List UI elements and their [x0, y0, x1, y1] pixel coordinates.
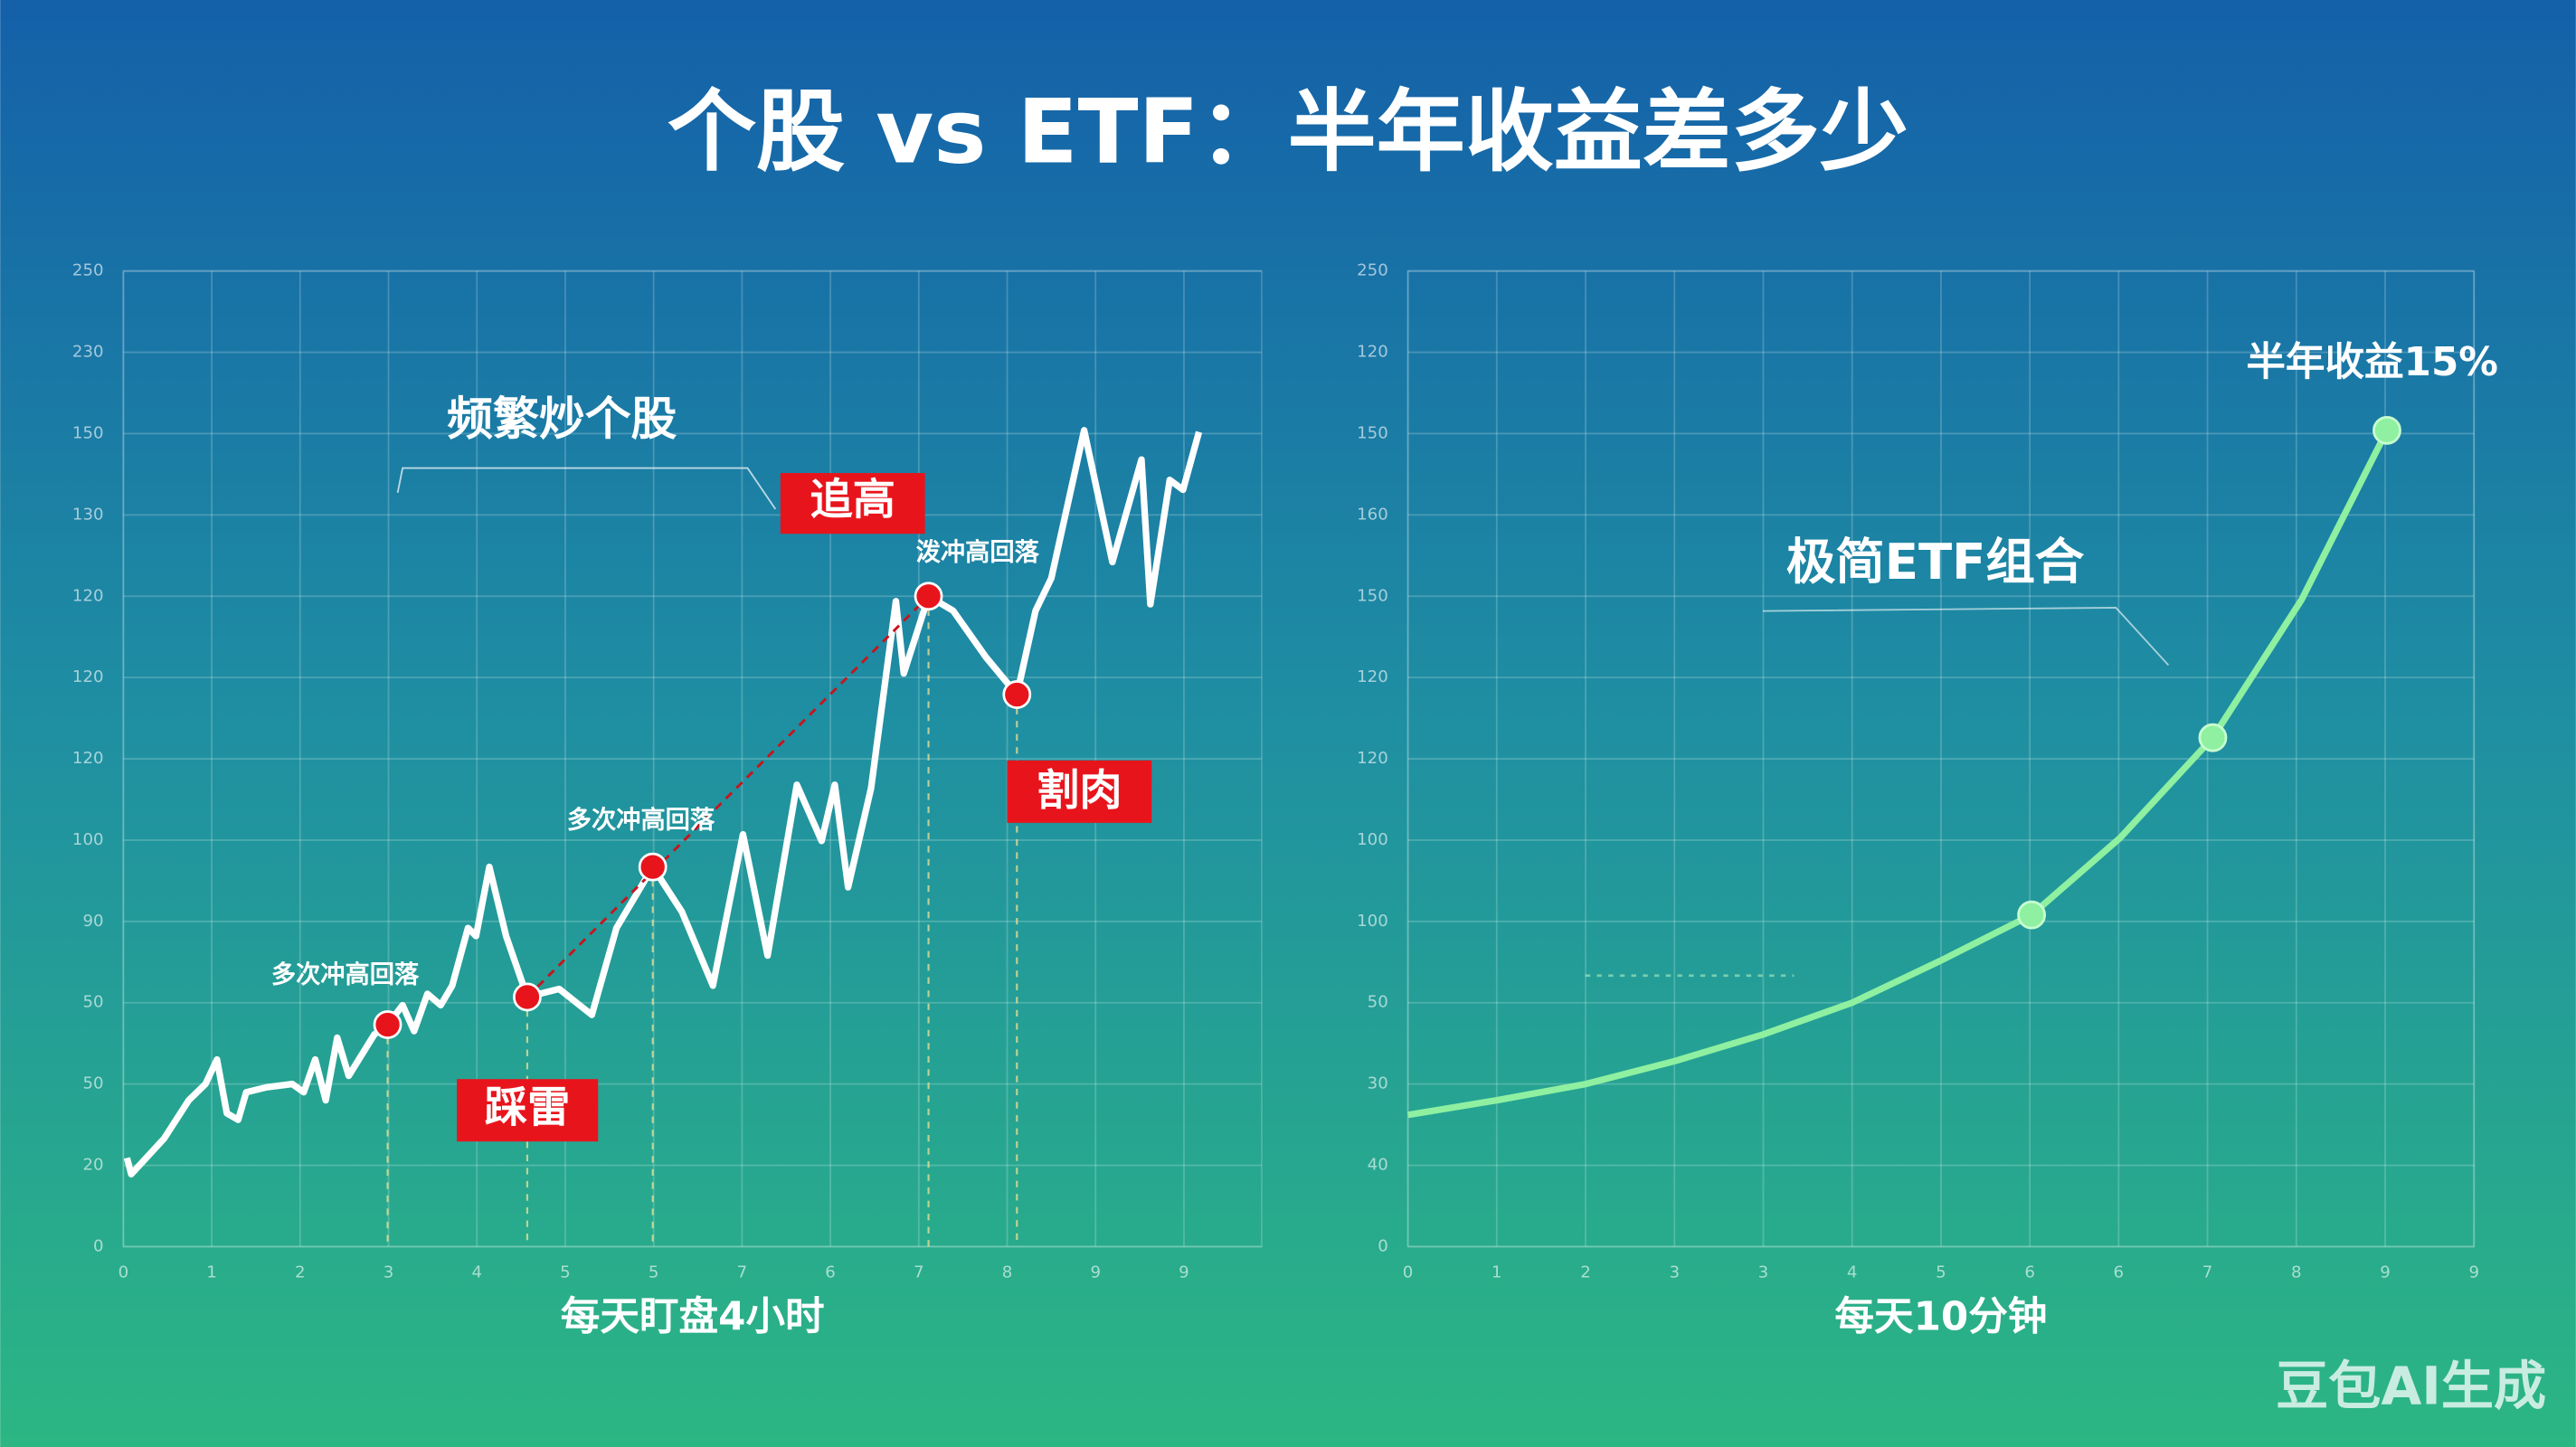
y-tick-label: 50	[82, 993, 103, 1012]
title: 个股 vs ETF：半年收益差多少	[668, 80, 1908, 184]
x-axis-label: 每天10分钟	[1834, 1294, 2047, 1339]
y-tick-label: 50	[1368, 993, 1388, 1012]
y-tick-label: 100	[1357, 830, 1388, 849]
y-tick-label: 100	[72, 830, 104, 849]
y-tick-label: 160	[1357, 505, 1388, 524]
y-tick-label: 150	[1357, 586, 1388, 605]
y-tick-label: 120	[72, 667, 104, 686]
y-tick-label: 20	[82, 1156, 103, 1175]
x-tick-label: 3	[1669, 1263, 1680, 1281]
y-tick-label: 0	[93, 1236, 104, 1255]
x-tick-label: 3	[384, 1263, 394, 1281]
trend-line	[526, 595, 930, 998]
annotation: 多次冲高回落	[567, 806, 715, 835]
annotation: 极简ETF组合	[1786, 533, 2085, 591]
annotation: 频繁炒个股	[447, 392, 677, 446]
marker	[2372, 415, 2401, 445]
annotation: 踩雷	[485, 1083, 570, 1133]
bracket	[1762, 607, 2170, 667]
annotation: 泼冲高回落	[916, 538, 1040, 567]
y-tick-label: 90	[82, 912, 103, 931]
y-tick-label: 120	[72, 749, 104, 768]
y-tick-label: 230	[72, 343, 104, 362]
annotation: 半年收益15%	[2246, 340, 2498, 385]
x-tick-label: 2	[295, 1263, 306, 1281]
x-tick-label: 5	[560, 1263, 571, 1281]
y-tick-label: 150	[72, 423, 104, 442]
watermark: 豆包AI生成	[2276, 1356, 2546, 1417]
annotation: 割肉	[1037, 766, 1122, 816]
x-tick-label: 4	[1847, 1263, 1858, 1281]
x-tick-label: 6	[2114, 1263, 2125, 1281]
annotation-box	[780, 473, 925, 534]
x-tick-label: 6	[2024, 1263, 2035, 1281]
x-tick-label: 5	[1936, 1263, 1946, 1281]
x-tick-label: 9	[2380, 1263, 2391, 1281]
x-tick-label: 2	[1580, 1263, 1591, 1281]
x-tick-label: 3	[1758, 1263, 1769, 1281]
x-tick-label: 9	[1179, 1263, 1189, 1281]
x-tick-label: 8	[1002, 1263, 1013, 1281]
plot-frame	[122, 270, 1263, 1248]
y-tick-label: 130	[72, 505, 104, 524]
x-tick-label: 1	[206, 1263, 217, 1281]
y-tick-label: 100	[1357, 912, 1388, 931]
y-tick-label: 250	[72, 261, 104, 280]
marker	[914, 582, 943, 611]
marker	[2198, 723, 2228, 752]
y-tick-label: 120	[1357, 749, 1388, 768]
marker	[513, 982, 542, 1012]
y-tick-label: 250	[1357, 261, 1388, 280]
annotation-box	[457, 1079, 599, 1142]
x-tick-label: 7	[914, 1263, 924, 1281]
x-tick-label: 6	[825, 1263, 836, 1281]
x-tick-label: 7	[2202, 1263, 2213, 1281]
marker	[638, 852, 668, 882]
x-tick-label: 5	[649, 1263, 659, 1281]
marker	[2017, 900, 2046, 930]
y-tick-label: 0	[1378, 1236, 1388, 1255]
y-tick-label: 120	[1357, 667, 1388, 686]
y-tick-label: 120	[1357, 343, 1388, 362]
x-tick-label: 1	[1492, 1263, 1502, 1281]
y-tick-label: 40	[1368, 1156, 1388, 1175]
x-tick-label: 0	[118, 1263, 129, 1281]
x-tick-label: 7	[737, 1263, 748, 1281]
marker	[373, 1010, 402, 1039]
y-tick-label: 120	[72, 586, 104, 605]
data-line	[1406, 429, 2391, 1119]
y-tick-label: 50	[82, 1074, 103, 1093]
x-tick-label: 0	[1403, 1263, 1414, 1281]
x-axis-label: 每天盯盘4小时	[561, 1294, 825, 1339]
x-tick-label: 9	[1090, 1263, 1101, 1281]
marker	[1002, 680, 1032, 709]
bracket	[396, 467, 777, 510]
annotation: 多次冲高回落	[271, 960, 420, 988]
annotation-box	[1007, 760, 1152, 823]
y-tick-label: 150	[1357, 423, 1388, 442]
x-tick-label: 9	[2468, 1263, 2479, 1281]
x-tick-label: 4	[471, 1263, 482, 1281]
plot-frame	[1406, 270, 2476, 1248]
x-tick-label: 8	[2291, 1263, 2302, 1281]
annotation: 追高	[810, 476, 895, 525]
y-tick-label: 30	[1368, 1074, 1388, 1093]
